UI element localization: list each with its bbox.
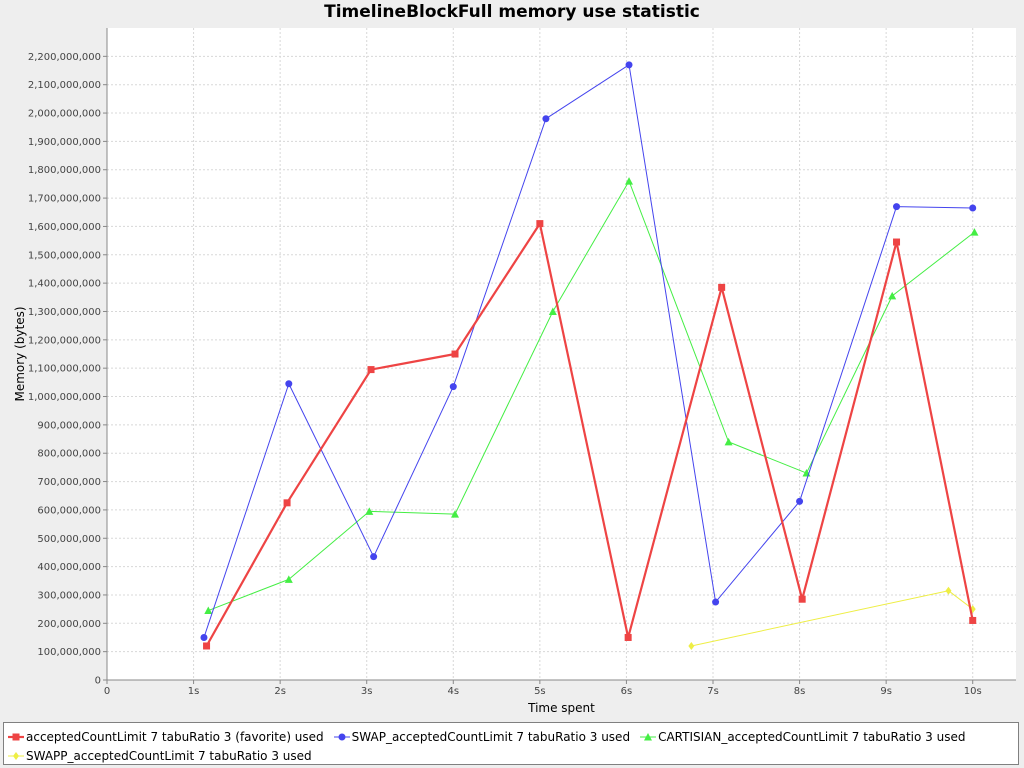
data-point [548, 307, 557, 315]
chart-plot: 0 100,000,000 200,000,000 300,000,000 400,00… [13, 28, 1016, 715]
data-point [370, 553, 378, 561]
y-axis-label: Memory (bytes) [13, 306, 27, 401]
series-diamond [688, 586, 976, 650]
x-tick-label: 6s [621, 686, 633, 697]
y-tick-label: 1,300,000,000 [28, 307, 101, 318]
chart-title: TimelineBlockFull memory use statistic [324, 2, 700, 22]
data-point [204, 606, 213, 615]
y-tick-label: 500,000,000 [37, 534, 101, 545]
y-tick-label: 1,500,000,000 [28, 250, 101, 261]
data-point [798, 595, 806, 603]
series-line [203, 64, 973, 638]
y-tick-label: 1,100,000,000 [28, 364, 101, 375]
x-tick-label: 7s [707, 686, 719, 697]
y-tick-label: 1,400,000,000 [28, 279, 101, 290]
data-point [365, 507, 374, 515]
legend-item: SWAP_acceptedCountLimit 7 tabuRatio 3 us… [333, 729, 631, 744]
y-tick-label: 700,000,000 [37, 477, 101, 488]
y-tick-label: 200,000,000 [37, 619, 101, 630]
data-point [451, 350, 459, 358]
y-tick-label: 900,000,000 [37, 420, 101, 431]
series-line [208, 180, 975, 612]
x-tick-label: 5s [534, 686, 546, 697]
x-tick-label: 10s [964, 686, 982, 697]
y-tick-label: 1,600,000,000 [28, 222, 101, 233]
legend-swatch [640, 732, 657, 740]
data-point [451, 510, 460, 518]
data-point [285, 380, 293, 388]
series-circle [200, 61, 977, 641]
x-tick-label: 3s [361, 686, 373, 697]
legend-label: CARTISIAN_acceptedCountLimit 7 tabuRatio… [658, 729, 966, 744]
data-point [888, 291, 897, 300]
data-point [449, 383, 457, 391]
data-point [893, 238, 901, 246]
data-point [969, 204, 977, 212]
legend-label: SWAP_acceptedCountLimit 7 tabuRatio 3 us… [351, 729, 631, 744]
legend-item: CARTISIAN_acceptedCountLimit 7 tabuRatio… [640, 730, 965, 744]
data-point [624, 633, 632, 641]
data-point [13, 751, 19, 760]
data-point [969, 616, 977, 624]
data-point [283, 499, 291, 507]
data-point [625, 177, 634, 185]
x-tick-label: 8s [794, 686, 806, 697]
y-tick-label: 1,200,000,000 [28, 335, 101, 346]
series-line [205, 222, 974, 647]
legend-item: acceptedCountLimit 7 tabuRatio 3 (favori… [8, 730, 324, 744]
data-point [200, 633, 208, 641]
series-layer [200, 61, 979, 650]
data-point [542, 115, 550, 123]
y-tick-label: 1,000,000,000 [28, 392, 101, 403]
data-point [945, 586, 952, 595]
legend: acceptedCountLimit 7 tabuRatio 3 (favori… [3, 722, 1019, 765]
legend-swatch [333, 733, 350, 740]
y-tick-label: 800,000,000 [37, 449, 101, 460]
gridlines [107, 28, 1016, 681]
data-point [644, 732, 653, 740]
data-point [893, 203, 901, 211]
data-point [12, 733, 20, 740]
axes: 0 100,000,000 200,000,000 300,000,000 400,00… [28, 28, 1016, 697]
data-point [688, 641, 695, 650]
series-square [203, 220, 977, 650]
y-tick-label: 2,200,000,000 [28, 52, 101, 63]
x-tick-label: 9s [880, 686, 892, 697]
y-tick-label: 1,700,000,000 [28, 194, 101, 205]
y-tick-label: 2,100,000,000 [28, 80, 101, 91]
y-tick-label: 2,000,000,000 [28, 109, 101, 120]
x-tick-label: 1s [188, 686, 200, 697]
data-point [724, 437, 733, 446]
data-point [284, 575, 293, 583]
data-point [625, 61, 633, 69]
data-point [712, 598, 720, 606]
data-point [796, 497, 804, 505]
data-point [367, 366, 375, 374]
legend-label: SWAPP_acceptedCountLimit 7 tabuRatio 3 u… [26, 748, 312, 763]
legend-swatch [8, 751, 24, 760]
data-point [970, 228, 979, 236]
legend-item: SWAPP_acceptedCountLimit 7 tabuRatio 3 u… [8, 749, 312, 763]
y-tick-label: 600,000,000 [37, 505, 101, 516]
legend-label: acceptedCountLimit 7 tabuRatio 3 (favori… [26, 729, 324, 744]
data-point [338, 733, 346, 740]
x-tick-label: 2s [274, 686, 286, 697]
y-tick-label: 0 [95, 676, 101, 687]
data-point [203, 642, 211, 650]
data-point [718, 283, 726, 291]
series-triangle [204, 177, 979, 615]
x-tick-label: 0 [104, 686, 110, 697]
data-point [536, 220, 544, 228]
x-tick-label: 4s [447, 686, 459, 697]
x-axis-label: Time spent [527, 701, 595, 715]
y-tick-label: 1,900,000,000 [28, 137, 101, 148]
y-tick-label: 400,000,000 [37, 562, 101, 573]
y-tick-label: 300,000,000 [37, 590, 101, 601]
legend-swatch [8, 733, 24, 740]
y-tick-label: 100,000,000 [37, 647, 101, 658]
y-tick-label: 1,800,000,000 [28, 165, 101, 176]
